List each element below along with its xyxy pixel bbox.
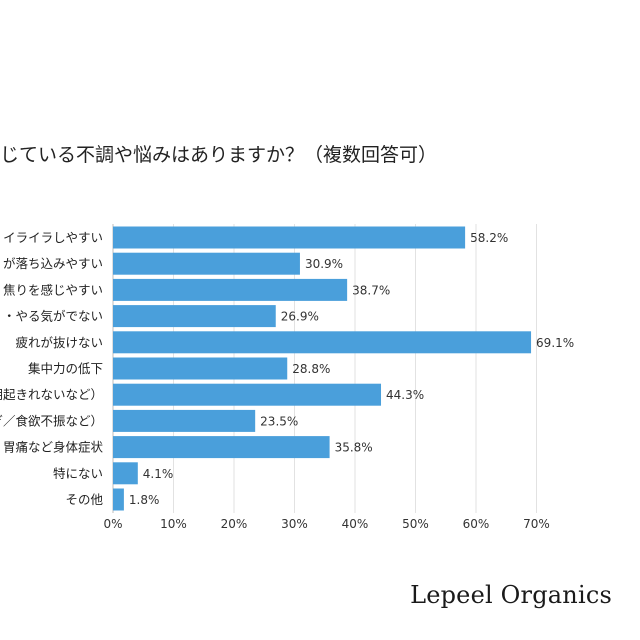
category-label: 朝起きれないなど） (0, 387, 103, 402)
x-axis-ticks: 0% 10% 20% 30% 40% 50% 60% 70% (103, 517, 549, 531)
x-tick-label: 50% (402, 517, 429, 531)
bar (113, 331, 532, 354)
bar (113, 409, 256, 432)
category-label: ぎ／食欲不振など） (0, 413, 103, 428)
bar (113, 252, 300, 275)
bars (113, 226, 532, 511)
x-tick-label: 40% (342, 517, 369, 531)
category-label: 集中力の低下 (28, 361, 103, 376)
data-label: 26.9% (281, 310, 319, 324)
chart-title: じている不調や悩みはありますか？（複数回答可） (0, 144, 438, 166)
data-label: 4.1% (143, 467, 174, 481)
data-label: 35.8% (335, 441, 373, 455)
x-tick-label: 30% (281, 517, 308, 531)
category-label: が落ち込みやすい (3, 256, 103, 271)
category-label: 胃痛など身体症状 (3, 440, 104, 455)
data-label: 38.7% (352, 283, 390, 297)
bar (113, 226, 466, 249)
bar (113, 305, 276, 328)
data-label: 44.3% (386, 388, 424, 402)
category-label: 疲れが抜けない (15, 335, 103, 350)
bar (113, 436, 330, 459)
category-label: 特にない (53, 466, 103, 481)
category-label: 焦りを感じやすい (3, 282, 103, 297)
brand-logo-text: Lepeel Organics (410, 581, 612, 609)
category-labels: イライラしやすいが落ち込みやすい焦りを感じやすい・やる気がでない疲れが抜けない集… (0, 230, 103, 507)
category-label: その他 (65, 492, 103, 507)
value-labels: 58.2% 30.9% 38.7% 26.9% 69.1% 28.8% 44.3% 23.5%… (129, 231, 574, 507)
bar (113, 462, 138, 485)
data-label: 23.5% (260, 414, 298, 428)
category-label: イライラしやすい (3, 230, 103, 245)
bar (113, 357, 288, 380)
x-tick-label: 70% (523, 517, 550, 531)
data-label: 28.8% (292, 362, 330, 376)
bar (113, 278, 348, 301)
data-label: 58.2% (470, 231, 508, 245)
bar (113, 488, 124, 511)
x-tick-label: 0% (103, 517, 122, 531)
x-tick-label: 60% (463, 517, 490, 531)
x-tick-label: 20% (221, 517, 248, 531)
data-label: 30.9% (305, 257, 343, 271)
category-label: ・やる気がでない (3, 309, 103, 324)
data-label: 1.8% (129, 493, 160, 507)
x-tick-label: 10% (160, 517, 187, 531)
data-label: 69.1% (536, 336, 574, 350)
bar (113, 383, 382, 406)
